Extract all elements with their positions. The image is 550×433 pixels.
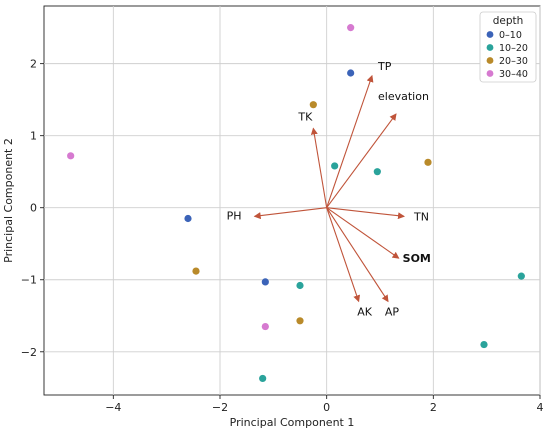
vector-label: SOM — [403, 252, 431, 265]
vector-arrow — [253, 207, 327, 220]
data-point — [309, 101, 317, 109]
x-tick-label: −4 — [105, 401, 121, 414]
data-point — [373, 168, 381, 176]
legend-label: 0–10 — [499, 30, 522, 41]
vector-label: TP — [377, 60, 392, 73]
y-tick-label: 1 — [30, 130, 37, 143]
legend-marker — [486, 31, 494, 38]
legend-box — [479, 11, 537, 83]
legend-marker — [486, 70, 494, 77]
legend-title: depth — [493, 15, 524, 27]
legend-label: 30–40 — [499, 69, 528, 80]
legend-marker — [486, 44, 494, 51]
legend-marker — [486, 57, 494, 64]
y-tick-label: −1 — [21, 274, 37, 287]
legend: depth 0–10 10–20 20–30 30–40 — [479, 11, 537, 83]
legend-label: 20–30 — [499, 56, 528, 67]
grid-lines — [44, 6, 541, 395]
x-tick-label: 4 — [537, 401, 544, 414]
x-tick-label: 0 — [323, 401, 330, 414]
legend-label: 10–20 — [499, 43, 528, 54]
vector-label: PH — [227, 209, 242, 222]
y-tick-label: 0 — [30, 202, 37, 215]
data-point — [347, 24, 355, 32]
loading-vectors: TP elevation TK PH TN SOM AK AP — [227, 60, 431, 318]
x-axis-title: Principal Component 1 — [230, 416, 355, 429]
data-point — [517, 272, 525, 280]
vector-label: elevation — [378, 90, 429, 103]
plot-area — [43, 5, 541, 396]
vector-arrow — [326, 207, 389, 303]
data-point — [347, 69, 355, 77]
data-point — [184, 214, 192, 223]
data-point — [296, 281, 304, 290]
data-points — [67, 24, 525, 383]
vector-arrow — [326, 74, 374, 208]
vector-label: TK — [297, 110, 313, 123]
data-point — [296, 317, 304, 325]
data-point — [67, 152, 75, 160]
data-point — [480, 340, 488, 349]
vector-label: AK — [357, 305, 373, 318]
data-point — [192, 267, 200, 275]
data-point — [331, 162, 339, 170]
data-point — [261, 278, 269, 286]
vector-arrow — [326, 207, 405, 220]
vector-arrow — [326, 207, 361, 303]
vector-arrow — [310, 127, 328, 208]
vector-label: AP — [385, 305, 400, 318]
data-point — [259, 374, 267, 383]
axis-ticks: −4 −2 0 2 4 −2 −1 0 1 2 — [21, 58, 544, 414]
y-tick-label: −2 — [21, 346, 37, 359]
data-point — [424, 158, 432, 166]
vector-label: TN — [413, 210, 429, 223]
x-tick-label: 2 — [430, 401, 437, 414]
data-point — [261, 322, 269, 331]
y-tick-label: 2 — [30, 58, 37, 71]
vector-arrow — [326, 113, 397, 209]
y-axis-title: Principal Component 2 — [2, 138, 15, 263]
vector-arrow — [326, 207, 400, 259]
x-tick-label: −2 — [212, 401, 228, 414]
